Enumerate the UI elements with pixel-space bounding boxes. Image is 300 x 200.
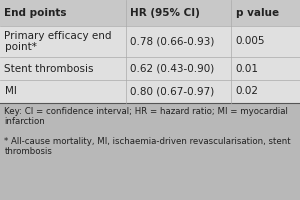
Text: 0.01: 0.01 [236,64,259,73]
Text: Primary efficacy end
point*: Primary efficacy end point* [4,31,112,52]
Bar [231,26,300,57]
Text: * All-cause mortality, MI, ischaemia-driven revascularisation, stent
thrombosis: * All-cause mortality, MI, ischaemia-dri… [4,137,291,156]
Text: 0.62 (0.43-0.90): 0.62 (0.43-0.90) [130,64,215,73]
Bar [0,26,126,57]
Text: HR (95% CI): HR (95% CI) [130,8,200,18]
Text: Key: CI = confidence interval; HR = hazard ratio; MI = myocardial
infarction: Key: CI = confidence interval; HR = haza… [4,107,288,126]
Text: 0.80 (0.67-0.97): 0.80 (0.67-0.97) [130,86,215,97]
Bar [126,0,231,26]
Bar [231,57,300,80]
Bar [126,57,231,80]
Bar [0,103,300,200]
Bar [0,57,126,80]
Text: MI: MI [4,86,16,97]
Text: 0.02: 0.02 [236,86,259,97]
Text: End points: End points [4,8,67,18]
Text: p value: p value [236,8,279,18]
Bar [231,80,300,103]
Bar [0,80,126,103]
Bar [126,26,231,57]
Text: 0.78 (0.66-0.93): 0.78 (0.66-0.93) [130,36,215,46]
Bar [0,0,126,26]
Text: Stent thrombosis: Stent thrombosis [4,64,94,73]
Bar [126,80,231,103]
Bar [231,0,300,26]
Text: 0.005: 0.005 [236,36,265,46]
